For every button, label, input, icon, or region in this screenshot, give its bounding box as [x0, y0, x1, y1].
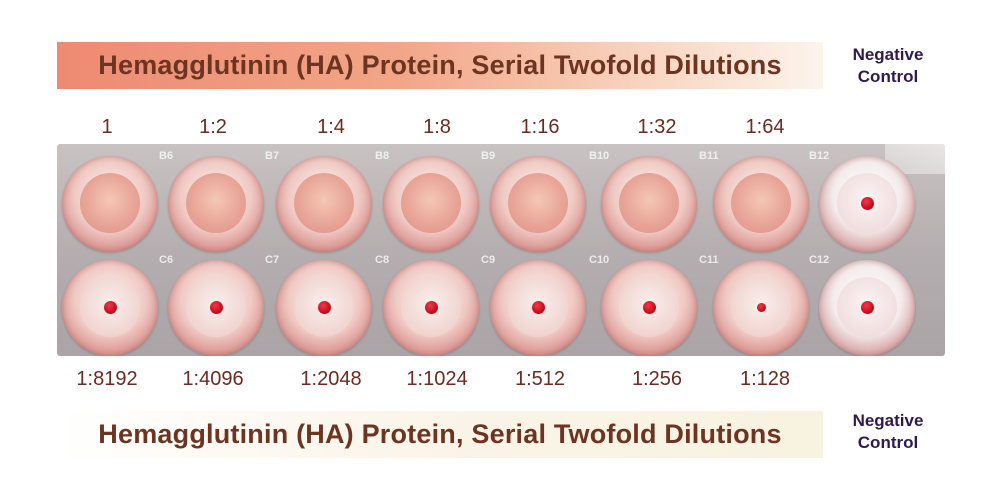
- negative-control-well: [819, 260, 915, 356]
- bottom-negative-line2: Control: [857, 433, 919, 452]
- bottom-negative-line1: Negative: [852, 411, 924, 430]
- plate-well: [62, 260, 158, 356]
- well-interior: [80, 277, 140, 337]
- well-code: B6: [159, 150, 174, 162]
- plate-well: [490, 260, 586, 356]
- top-title-banner: Hemagglutinin (HA) Protein, Serial Twofo…: [57, 42, 823, 89]
- well-interior: [186, 277, 246, 337]
- top-negative-line1: Negative: [852, 45, 924, 64]
- well-interior: [508, 277, 568, 337]
- plate-well: [601, 156, 697, 252]
- well-code: C6: [159, 254, 174, 266]
- well-code: C12: [809, 254, 830, 266]
- plate-well: [713, 156, 809, 252]
- well-code: C7: [265, 254, 280, 266]
- well-code: B7: [265, 150, 280, 162]
- well-interior: [401, 277, 461, 337]
- well-code: B12: [809, 150, 830, 162]
- top-dilution-label: 1:32: [637, 116, 677, 138]
- top-dilution-label: 1:64: [745, 116, 785, 138]
- plate-well: [168, 156, 264, 252]
- plate-well: [383, 156, 479, 252]
- top-dilution-label: 1:2: [199, 116, 227, 138]
- well-code: B9: [481, 150, 496, 162]
- plate-well: [276, 156, 372, 252]
- top-negative-control-label: Negative Control: [833, 44, 943, 88]
- well-interior: [294, 277, 354, 337]
- plate-well: [490, 156, 586, 252]
- bottom-title: Hemagglutinin (HA) Protein, Serial Twofo…: [98, 419, 782, 449]
- rbc-button-dot: [531, 300, 545, 314]
- well-code: C10: [589, 254, 610, 266]
- bottom-title-banner: Hemagglutinin (HA) Protein, Serial Twofo…: [57, 411, 823, 458]
- well-interior: [619, 277, 679, 337]
- bottom-dilution-label: 1:128: [739, 368, 791, 390]
- bottom-dilution-label: 1:256: [631, 368, 683, 390]
- bottom-negative-control-label: Negative Control: [833, 410, 943, 454]
- top-negative-line2: Control: [857, 67, 919, 86]
- rbc-button-dot: [209, 300, 223, 314]
- top-dilution-label: 1:8: [423, 116, 451, 138]
- negative-control-well: [819, 156, 915, 252]
- rbc-button-dot: [642, 300, 656, 314]
- top-dilution-label: 1:4: [317, 116, 345, 138]
- well-code: B10: [589, 150, 610, 162]
- bottom-dilution-label: 1:8192: [76, 368, 138, 390]
- well-code: C8: [375, 254, 390, 266]
- plate-well: [62, 156, 158, 252]
- top-title: Hemagglutinin (HA) Protein, Serial Twofo…: [98, 50, 782, 80]
- well-lattice: [619, 173, 679, 233]
- plate-well: [601, 260, 697, 356]
- well-code: B11: [699, 150, 719, 162]
- well-lattice: [186, 173, 246, 233]
- top-dilution-label: 1: [101, 116, 113, 138]
- well-interior: [837, 277, 897, 337]
- well-lattice: [731, 173, 791, 233]
- plate-well: [383, 260, 479, 356]
- top-dilution-label: 1:16: [520, 116, 560, 138]
- rbc-button-dot: [756, 302, 766, 312]
- well-interior: [837, 173, 897, 233]
- bottom-dilution-label: 1:512: [514, 368, 566, 390]
- plate-well: [168, 260, 264, 356]
- rbc-button-dot: [860, 300, 874, 314]
- bottom-dilution-label: 1:2048: [300, 368, 362, 390]
- well-code: C11: [699, 254, 719, 266]
- rbc-button-dot: [860, 196, 874, 210]
- bottom-dilution-label: 1:1024: [406, 368, 468, 390]
- bottom-dilution-label: 1:4096: [182, 368, 244, 390]
- rbc-button-dot: [103, 300, 117, 314]
- well-lattice: [508, 173, 568, 233]
- rbc-button-dot: [424, 300, 438, 314]
- well-lattice: [401, 173, 461, 233]
- well-code: C9: [481, 254, 496, 266]
- microtiter-plate: B6 B7 B8 B9 B10 B11 B12 C6 C7 C8 C9 C10 …: [57, 144, 945, 356]
- well-lattice: [80, 173, 140, 233]
- well-lattice: [294, 173, 354, 233]
- rbc-button-dot: [317, 300, 331, 314]
- well-interior: [731, 277, 791, 337]
- plate-well: [276, 260, 372, 356]
- well-code: B8: [375, 150, 390, 162]
- plate-well: [713, 260, 809, 356]
